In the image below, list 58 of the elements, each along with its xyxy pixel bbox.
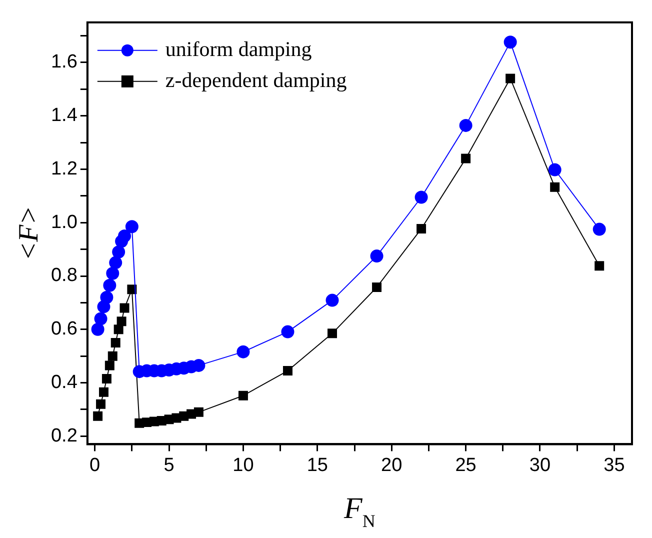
- y-tick-label: 0.4: [50, 372, 78, 394]
- point: [103, 278, 116, 292]
- x-tick-label: 20: [381, 454, 402, 476]
- point: [91, 322, 104, 336]
- point: [506, 74, 516, 84]
- point: [550, 182, 560, 192]
- point: [94, 312, 108, 326]
- point: [100, 290, 114, 304]
- point: [461, 154, 471, 164]
- point: [194, 407, 204, 417]
- point: [110, 338, 120, 348]
- point: [372, 282, 382, 292]
- y-tick-label: 1.0: [50, 212, 78, 233]
- point: [112, 245, 126, 258]
- legend-label: uniform damping: [165, 36, 312, 61]
- point: [504, 36, 517, 49]
- point: [326, 294, 339, 307]
- point: [104, 360, 114, 370]
- point: [108, 351, 118, 361]
- point: [459, 118, 472, 132]
- x-tick-label: 30: [529, 454, 551, 476]
- x-tick-label: 0: [90, 454, 100, 476]
- point: [416, 224, 426, 234]
- point: [106, 266, 120, 280]
- point: [548, 163, 562, 176]
- point: [328, 328, 337, 338]
- x-tick-label: 15: [306, 454, 328, 476]
- point: [102, 374, 112, 384]
- point: [282, 366, 292, 376]
- point: [114, 324, 124, 334]
- x-tick-label: 10: [232, 454, 254, 476]
- point: [238, 390, 248, 400]
- y-tick-label: 1.2: [50, 158, 78, 180]
- y-tick-label: 0.6: [50, 318, 78, 340]
- point: [592, 222, 606, 236]
- x-tick-label: 5: [164, 454, 174, 476]
- point: [236, 345, 250, 358]
- point: [96, 399, 106, 409]
- point: [281, 325, 294, 338]
- y-tick-label: 0.8: [50, 265, 78, 286]
- y-axis-title: <F>: [13, 206, 44, 261]
- y-tick-label: 1.6: [50, 52, 78, 73]
- legend-label: z-dependent damping: [165, 68, 348, 92]
- point: [192, 358, 206, 372]
- point: [116, 316, 126, 326]
- x-tick-label: 25: [455, 454, 476, 476]
- point: [594, 261, 604, 271]
- y-tick-label: 1.4: [50, 105, 78, 126]
- point: [93, 411, 103, 421]
- point: [414, 190, 428, 204]
- point: [370, 249, 384, 262]
- point: [125, 220, 138, 234]
- point: [98, 387, 108, 397]
- y-tick-label: 0.2: [50, 425, 78, 446]
- point: [120, 303, 130, 313]
- point: [109, 256, 122, 270]
- x-tick-label: 35: [604, 454, 625, 476]
- point: [118, 229, 132, 242]
